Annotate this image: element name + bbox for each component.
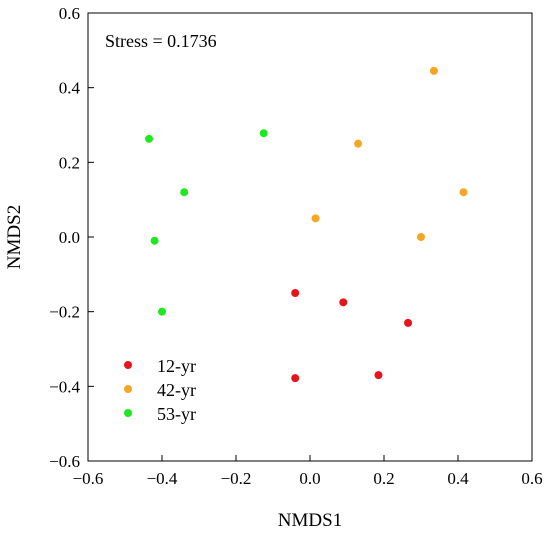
y-axis-title: NMDS2 [4,205,25,269]
x-tick-label: 0.4 [447,469,469,488]
y-tick-label: 0.0 [59,228,80,247]
data-point-53-yr [158,307,166,316]
data-point-53-yr [150,236,159,245]
y-tick-label: −0.4 [49,377,80,396]
x-axis-title: NMDS1 [278,510,342,531]
legend-label-53-yr: 53-yr [157,404,196,424]
axis-ticks: −0.6 −0.4 −0.2 0.0 0.2 0.4 0.6 −0.6 −0.4 −0.2 0.0 0… [49,4,542,488]
data-point-42-yr [417,233,425,241]
data-point-12-yr [374,371,383,380]
data-point-42-yr [459,188,468,197]
stress-annotation: Stress = 0.1736 [105,31,217,51]
data-point-42-yr [429,66,438,75]
x-tick-label: 0.6 [521,469,542,488]
x-tick-label: −0.6 [73,469,104,488]
legend: 12-yr 42-yr 53-yr [124,356,196,424]
legend-marker-12-yr [124,361,132,369]
y-tick-label: −0.2 [49,303,80,322]
data-point-42-yr [311,214,320,223]
y-tick-label: 0.6 [59,4,80,23]
data-point-53-yr [259,129,268,138]
y-tick-label: 0.2 [59,153,80,172]
x-tick-label: −0.2 [221,469,252,488]
y-tick-label: −0.6 [49,452,80,471]
x-tick-label: −0.4 [147,469,178,488]
legend-marker-42-yr [124,385,132,393]
data-point-42-yr [354,139,363,148]
legend-marker-53-yr [124,409,132,417]
x-tick-label: 0.2 [373,469,394,488]
data-point-12-yr [404,318,413,327]
y-tick-label: 0.4 [59,79,81,98]
data-point-53-yr [145,134,154,143]
data-point-12-yr [291,374,300,383]
data-point-12-yr [339,298,348,307]
x-tick-label: 0.0 [299,469,320,488]
legend-label-42-yr: 42-yr [157,380,196,400]
data-points [145,66,468,383]
data-point-53-yr [180,188,189,197]
data-point-12-yr [291,289,300,297]
legend-label-12-yr: 12-yr [157,356,196,376]
